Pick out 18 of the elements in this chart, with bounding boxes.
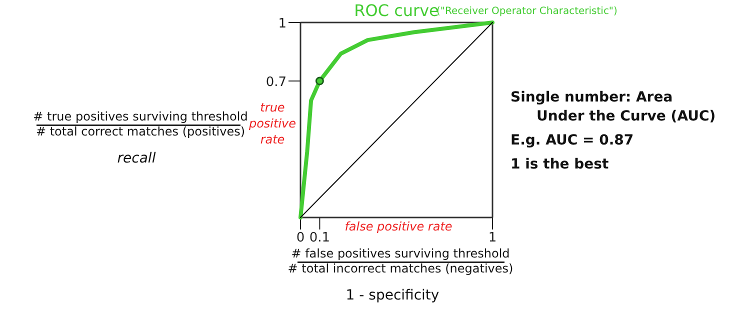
text: Single number: Area [510,90,673,106]
x-tick-label: 1 [488,230,497,246]
text: 1 is the best [510,156,609,172]
chart-title: ROC curve [354,1,439,20]
text: # true positives surviving threshold [33,110,248,124]
text: recall [117,150,156,166]
text: ("Receiver Operator Characteristic") [436,6,618,17]
x-tick-label: 0.1 [309,230,330,246]
text: 1 - specificity [346,288,440,304]
text: # false positives surviving threshold [291,246,510,260]
text: # total incorrect matches (negatives) [288,262,514,276]
y-axis-title: true positive rate [248,100,296,146]
text: # total correct matches (positives) [36,124,246,138]
x-tick-label: 0 [296,230,305,246]
y-tick-label: 0.7 [266,75,287,90]
text: E.g. AUC = 0.87 [510,132,634,148]
x-axis-title: false positive rate [344,220,452,234]
text: Under the Curve (AUC) [536,108,716,124]
